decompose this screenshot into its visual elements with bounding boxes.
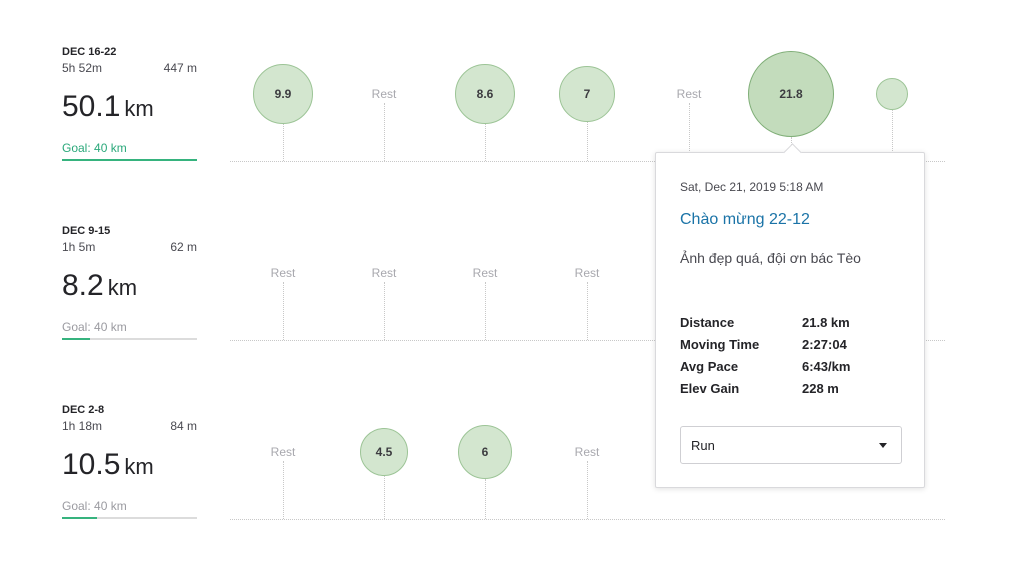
- activity-bubble-value: 8.6: [476, 87, 494, 101]
- week-range: DEC 2-8: [62, 404, 105, 416]
- week-range: DEC 16-22: [62, 46, 117, 58]
- week-distance: 10.5 km: [62, 448, 154, 482]
- activity-description: Ảnh đẹp quá, đội ơn bác Tèo: [680, 250, 861, 266]
- activity-bubble[interactable]: 7: [559, 66, 615, 122]
- activity-bubble[interactable]: 8.6: [455, 64, 515, 124]
- week-range: DEC 9-15: [62, 225, 111, 237]
- rest-day-label: Rest: [270, 266, 296, 280]
- day-stem: [892, 110, 893, 161]
- rest-day-label: Rest: [270, 445, 296, 459]
- activity-bubble[interactable]: 4.5: [360, 428, 408, 476]
- goal-progress-fill: [62, 517, 98, 519]
- rest-day-label: Rest: [676, 87, 702, 101]
- activity-bubble[interactable]: [876, 78, 908, 110]
- activity-type-select[interactable]: Run: [680, 426, 902, 464]
- stat-value: 21.8 km: [802, 315, 850, 330]
- rest-day-label: Rest: [574, 266, 600, 280]
- rest-day-label: Rest: [371, 266, 397, 280]
- week-distance-unit: km: [107, 275, 138, 300]
- week-distance-value: 8.2: [62, 269, 104, 302]
- week-moving-time: 5h 52m: [62, 61, 103, 75]
- chevron-down-icon: [879, 443, 887, 448]
- day-stem: [689, 103, 690, 161]
- goal-progress-fill: [62, 338, 90, 340]
- stat-row: Distance 21.8 km: [680, 315, 900, 337]
- activity-bubble-value: 7: [583, 87, 591, 101]
- activity-date: Sat, Dec 21, 2019 5:18 AM: [680, 180, 824, 194]
- goal-progress-bar: [62, 338, 197, 340]
- rest-day-label: Rest: [574, 445, 600, 459]
- week-distance-unit: km: [124, 96, 154, 121]
- week-distance-unit: km: [124, 454, 154, 479]
- stat-row: Elev Gain 228 m: [680, 381, 900, 403]
- stat-value: 2:27:04: [802, 337, 847, 352]
- stat-label: Moving Time: [680, 337, 760, 352]
- activity-bubble[interactable]: 9.9: [253, 64, 313, 124]
- week-distance-value: 10.5: [62, 448, 121, 481]
- week-row: DEC 2-8 1h 18m 84 m 10.5 km Goal: 40 km R…: [0, 404, 1024, 584]
- week-baseline: [230, 161, 945, 162]
- stat-value: 6:43/km: [802, 359, 851, 374]
- activity-bubble-value: 9.9: [274, 87, 292, 101]
- week-elevation: 447 m: [163, 61, 197, 75]
- activity-bubble-value: 21.8: [779, 87, 803, 101]
- week-distance-value: 50.1: [62, 90, 121, 123]
- week-distance: 8.2 km: [62, 269, 137, 303]
- stat-label: Elev Gain: [680, 381, 740, 396]
- week-goal: Goal: 40 km: [62, 320, 127, 334]
- activity-bubble-value: 6: [481, 445, 489, 459]
- day-stem: [485, 479, 486, 519]
- stat-value: 228 m: [802, 381, 839, 396]
- day-stem: [283, 282, 284, 340]
- stat-label: Distance: [680, 315, 735, 330]
- week-moving-time: 1h 18m: [62, 419, 103, 433]
- stat-row: Avg Pace 6:43/km: [680, 359, 900, 381]
- activity-stats: Distance 21.8 km Moving Time 2:27:04 Avg…: [680, 315, 900, 403]
- rest-day-label: Rest: [472, 266, 498, 280]
- day-stem: [485, 124, 486, 161]
- activity-bubble[interactable]: 6: [458, 425, 512, 479]
- day-stem: [587, 461, 588, 519]
- week-baseline: [230, 519, 945, 520]
- day-stem: [384, 476, 385, 519]
- goal-progress-bar: [62, 159, 197, 161]
- stat-row: Moving Time 2:27:04: [680, 337, 900, 359]
- week-moving-time: 1h 5m: [62, 240, 96, 254]
- goal-progress-bar: [62, 517, 197, 519]
- week-row: DEC 9-15 1h 5m 62 m 8.2 km Goal: 40 km Re…: [0, 225, 1024, 405]
- activity-popover: Sat, Dec 21, 2019 5:18 AM Chào mừng 22-1…: [655, 143, 925, 488]
- week-row: DEC 16-22 5h 52m 447 m 50.1 km Goal: 40 k…: [0, 46, 1024, 226]
- stat-label: Avg Pace: [680, 359, 739, 374]
- rest-day-label: Rest: [371, 87, 397, 101]
- week-elevation: 62 m: [170, 240, 197, 254]
- day-stem: [384, 103, 385, 161]
- week-goal: Goal: 40 km: [62, 499, 127, 513]
- week-distance: 50.1 km: [62, 90, 154, 124]
- day-stem: [283, 124, 284, 161]
- week-goal: Goal: 40 km: [62, 141, 127, 155]
- activity-title-link[interactable]: Chào mừng 22-12: [680, 211, 810, 228]
- activity-bubble[interactable]: 21.8: [748, 51, 834, 137]
- activity-type-value: Run: [691, 438, 715, 453]
- day-stem: [384, 282, 385, 340]
- week-elevation: 84 m: [170, 419, 197, 433]
- week-baseline: [230, 340, 945, 341]
- activity-bubble-value: 4.5: [375, 445, 393, 459]
- day-stem: [283, 461, 284, 519]
- day-stem: [587, 122, 588, 161]
- day-stem: [485, 282, 486, 340]
- day-stem: [587, 282, 588, 340]
- goal-progress-fill: [62, 159, 197, 161]
